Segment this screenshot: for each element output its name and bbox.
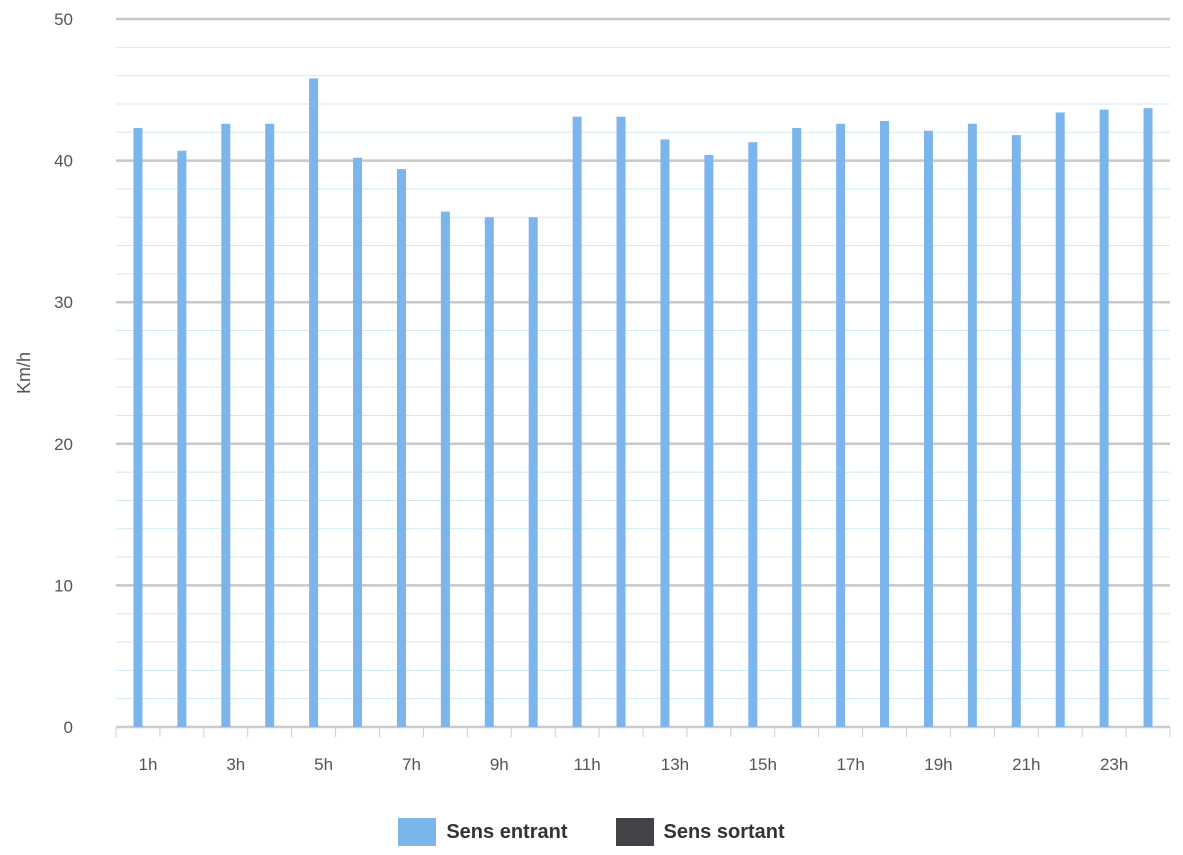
- bar-18h[interactable]: [880, 120, 890, 727]
- bar-10h[interactable]: [528, 217, 538, 728]
- bar-6h[interactable]: [353, 157, 363, 727]
- bar-11h[interactable]: [572, 116, 582, 728]
- y-tick-label: 30: [54, 293, 73, 312]
- y-tick-label: 20: [54, 435, 73, 454]
- bar-1h[interactable]: [133, 128, 143, 728]
- x-tick-label: 5h: [314, 755, 333, 774]
- y-axis-title: Km/h: [14, 352, 34, 394]
- minor-gridlines: [116, 46, 1170, 700]
- legend-swatch-sens-sortant: [615, 818, 654, 846]
- bars-sens-entrant: [133, 78, 1153, 728]
- bar-23h[interactable]: [1099, 109, 1109, 727]
- x-axis-ticks: [115, 727, 1171, 737]
- legend-swatch-sens-entrant: [398, 818, 437, 846]
- x-tick-label: 11h: [574, 755, 601, 774]
- bar-4h[interactable]: [265, 123, 275, 727]
- bar-14h[interactable]: [704, 154, 714, 727]
- x-tick-label: 7h: [402, 755, 421, 774]
- legend-label-sens-entrant: Sens entrant: [446, 820, 568, 843]
- bar-7h[interactable]: [396, 169, 406, 727]
- x-tick-label: 21h: [1012, 755, 1040, 774]
- x-tick-label: 9h: [490, 755, 509, 774]
- x-tick-label: 13h: [661, 755, 689, 774]
- x-tick-label: 23h: [1100, 755, 1128, 774]
- y-tick-label: 50: [54, 10, 73, 29]
- y-tick-label: 10: [54, 576, 73, 595]
- bar-24h[interactable]: [1143, 108, 1153, 727]
- legend-item-sens-sortant[interactable]: Sens sortant: [615, 818, 785, 846]
- bar-19h[interactable]: [923, 130, 933, 727]
- bar-17h[interactable]: [836, 123, 846, 727]
- bar-13h[interactable]: [660, 139, 670, 728]
- bar-9h[interactable]: [484, 217, 494, 728]
- legend: Sens entrant Sens sortant: [0, 818, 1183, 846]
- x-tick-label: 17h: [836, 755, 864, 774]
- y-tick-label: 0: [64, 718, 73, 737]
- x-tick-label: 19h: [924, 755, 952, 774]
- x-tick-label: 1h: [138, 755, 157, 774]
- bar-22h[interactable]: [1055, 112, 1065, 728]
- legend-item-sens-entrant[interactable]: Sens entrant: [398, 818, 568, 846]
- bar-12h[interactable]: [616, 116, 626, 728]
- y-axis-labels: 0 10 20 30 40 50: [54, 10, 73, 737]
- x-tick-label: 3h: [226, 755, 245, 774]
- bar-5h[interactable]: [309, 78, 319, 728]
- x-axis-labels: 1h 3h 5h 7h 9h 11h 13h 15h 17h 19h 21h 23h: [138, 755, 1128, 774]
- bar-3h[interactable]: [221, 123, 231, 727]
- y-tick-label: 40: [54, 152, 73, 171]
- bar-20h[interactable]: [967, 123, 977, 727]
- x-tick-label: 15h: [749, 755, 777, 774]
- bar-8h[interactable]: [440, 211, 450, 728]
- chart: 0 10 20 30 40 50 1h 3h 5h 7h 9h 11h 13h 15h 17h 19h 21h…: [14, 10, 1171, 774]
- bar-16h[interactable]: [792, 128, 802, 728]
- bar-15h[interactable]: [748, 142, 758, 727]
- bar-2h[interactable]: [177, 150, 187, 728]
- legend-label-sens-sortant: Sens sortant: [663, 820, 785, 843]
- bar-21h[interactable]: [1011, 135, 1021, 727]
